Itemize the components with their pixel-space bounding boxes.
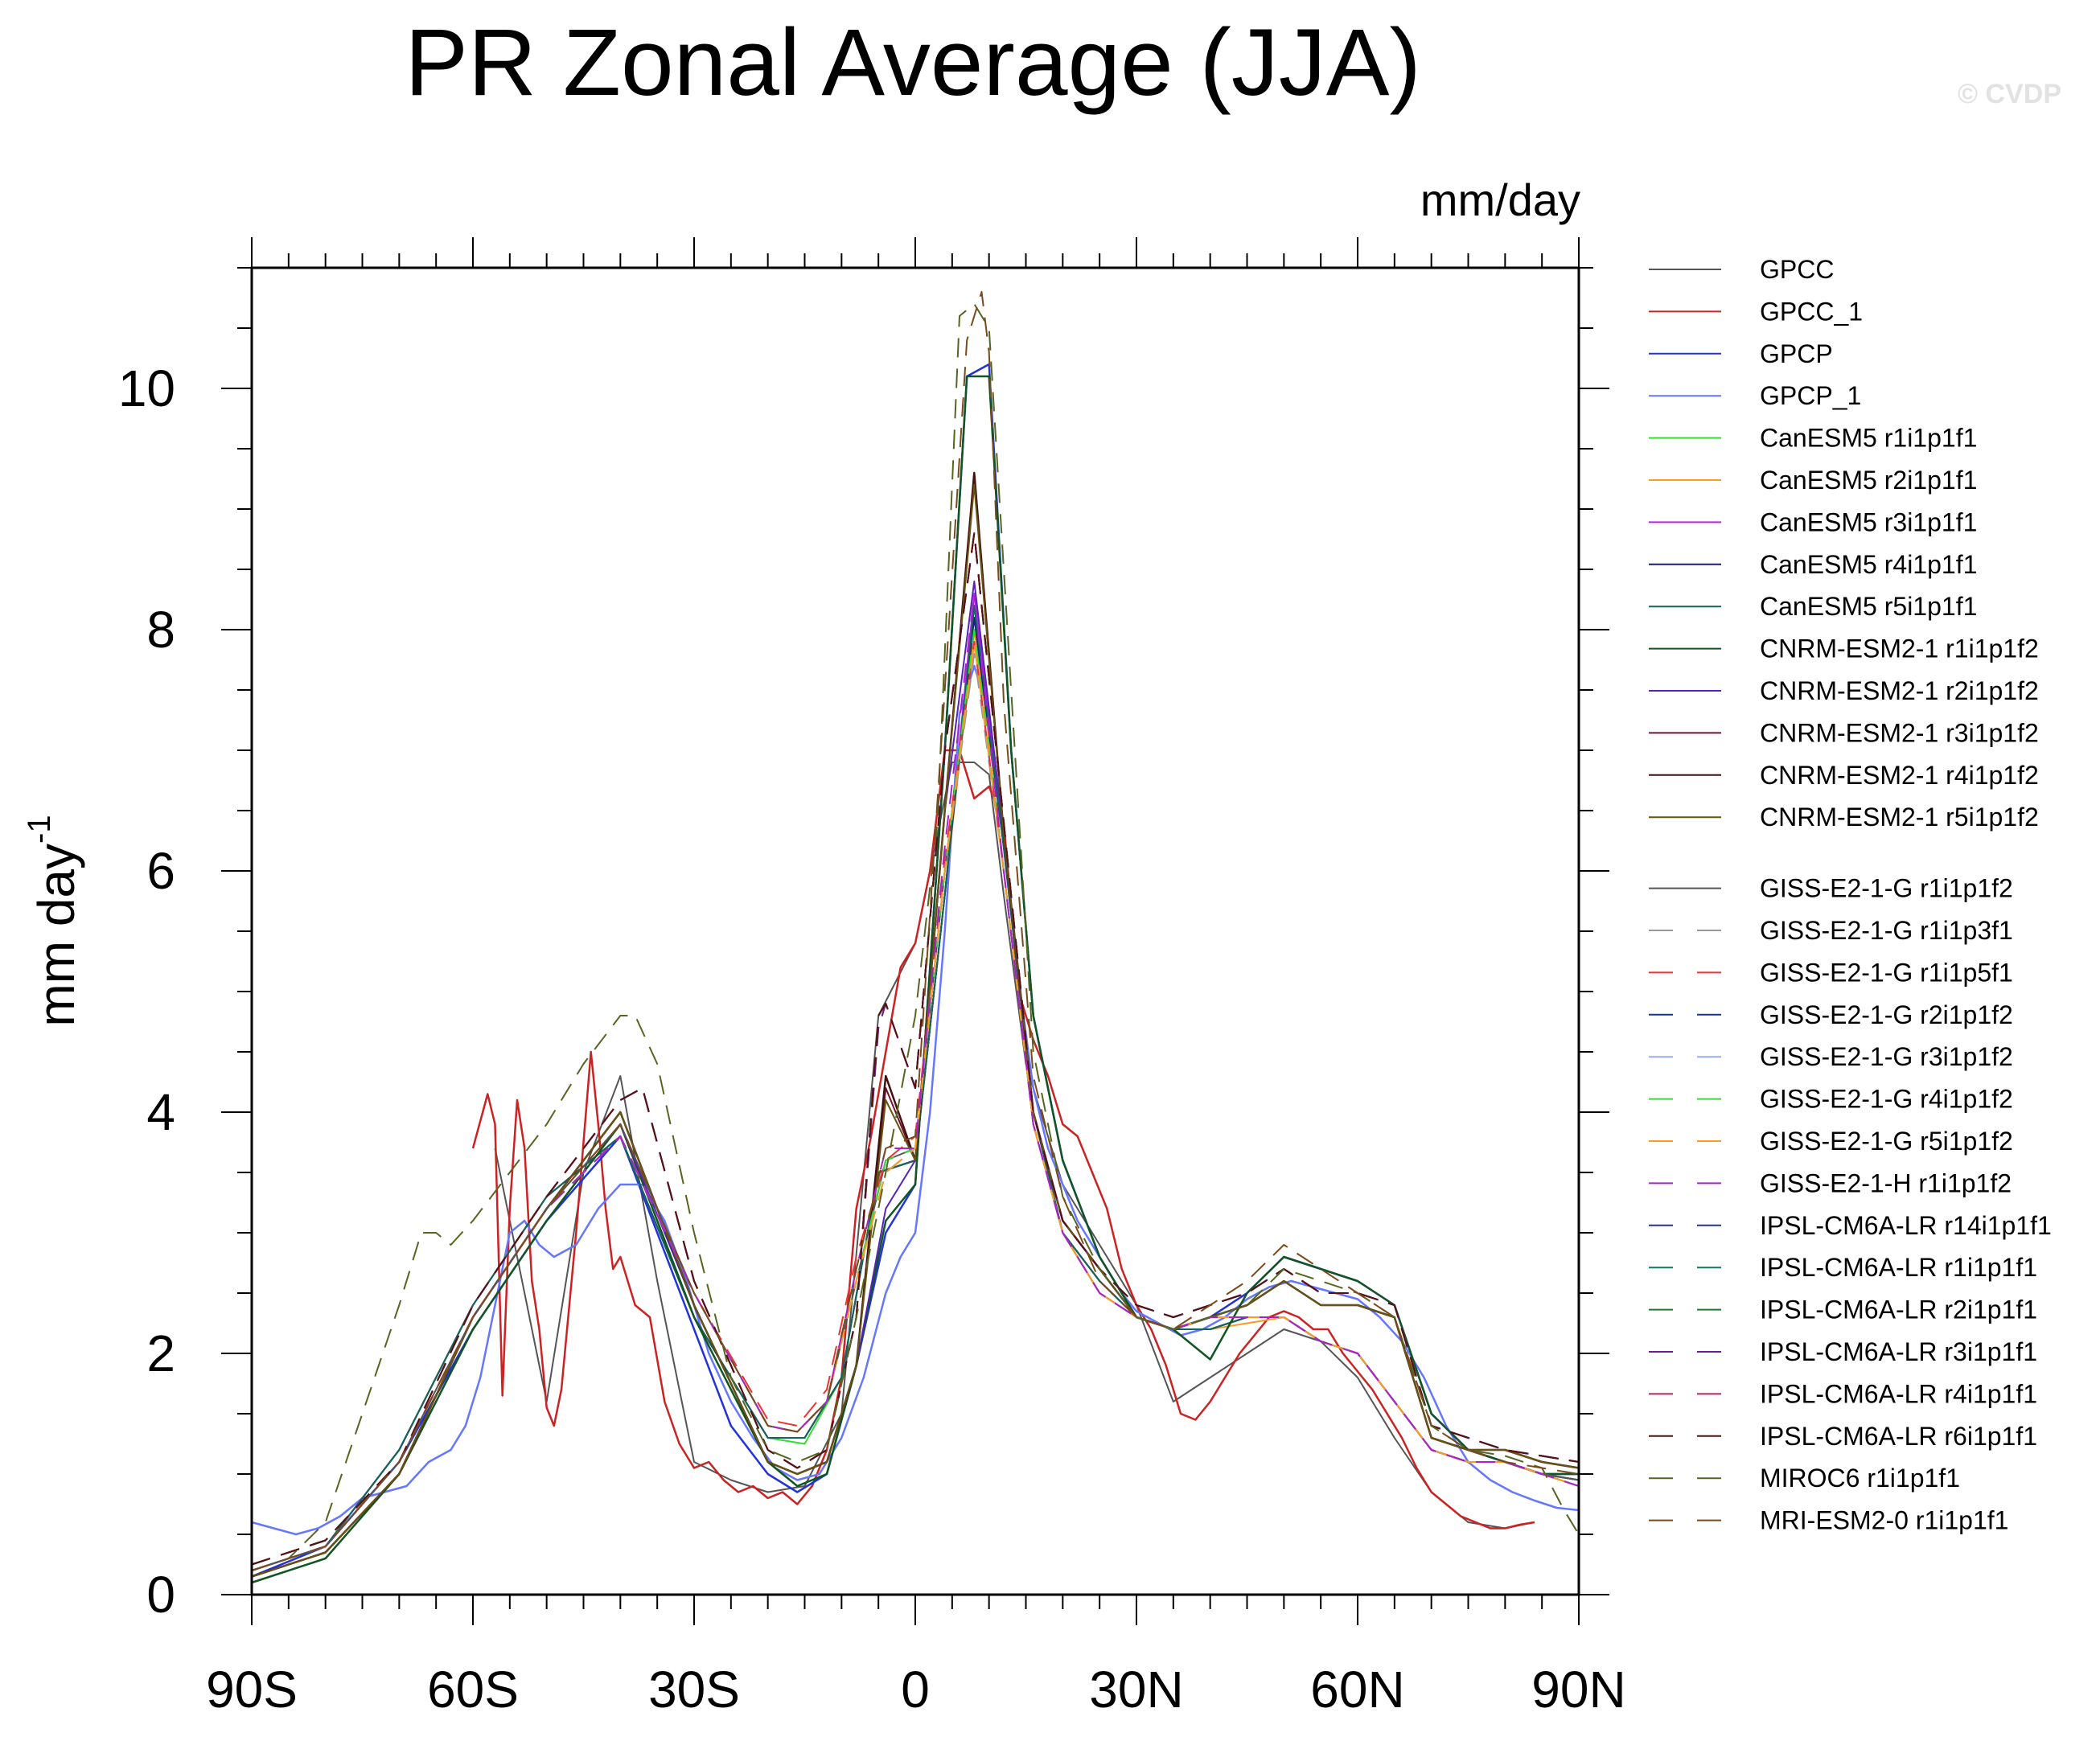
x-tick-label: 30N: [1089, 1661, 1183, 1718]
y-tick-label: 6: [146, 842, 175, 900]
series-line-ipsl-cm6a-lr-r2i1p1f1: [251, 532, 1580, 1566]
legend-label-ipsl-cm6a-lr-r1i1p1f1: IPSL-CM6A-LR r1i1p1f1: [1760, 1253, 2037, 1282]
series-line-gpcc: [494, 762, 1535, 1530]
series-line-giss-e2-1-g-r2i1p1f2: [251, 629, 1580, 1571]
series-line-ipsl-cm6a-lr-r4i1p1f1: [251, 532, 1580, 1566]
y-tick-label: 2: [146, 1324, 175, 1382]
x-tick-label: 60N: [1310, 1661, 1404, 1718]
legend: GPCC GPCC_1 GPCP GPCP_1 CanESM5 r1i1p1f1 CanE…: [1649, 255, 2052, 1535]
series-line-cnrm-esm2-1-r2i1p1f2: [251, 581, 1580, 1578]
y-axis-label-base: mm day: [27, 844, 85, 1027]
legend-label-canesm5-r3i1p1f1: CanESM5 r3i1p1f1: [1760, 507, 1977, 536]
y-axis-label-exponent: -1: [22, 815, 57, 844]
y-tick-label: 0: [146, 1566, 175, 1624]
legend-label-canesm5-r5i1p1f1: CanESM5 r5i1p1f1: [1760, 592, 1977, 621]
series-line-ipsl-cm6a-lr-r1i1p1f1: [251, 532, 1580, 1566]
legend-label-giss-e2-1-g-r1i1p3f1: GISS-E2-1-G r1i1p3f1: [1760, 916, 2013, 945]
series-lines: [251, 291, 1580, 1584]
legend-label-gpcc: GPCC: [1760, 255, 1834, 284]
series-line-mri-esm2-0-r1i1p1f1: [251, 291, 1580, 1571]
chart-title: PR Zonal Average (JJA): [405, 10, 1421, 116]
legend-label-giss-e2-1-g-r1i1p1f2: GISS-E2-1-G r1i1p1f2: [1760, 874, 2013, 903]
series-line-giss-e2-1-g-r5i1p1f2: [251, 641, 1580, 1571]
legend-label-ipsl-cm6a-lr-r3i1p1f1: IPSL-CM6A-LR r3i1p1f1: [1760, 1337, 2037, 1366]
legend-label-canesm5-r4i1p1f1: CanESM5 r4i1p1f1: [1760, 550, 1977, 579]
legend-label-giss-e2-1-g-r5i1p1f2: GISS-E2-1-G r5i1p1f2: [1760, 1127, 2013, 1156]
legend-label-gpcc-1: GPCC_1: [1760, 297, 1863, 326]
legend-label-giss-e2-1-h-r1i1p1f2: GISS-E2-1-H r1i1p1f2: [1760, 1168, 2012, 1197]
legend-label-cnrm-esm2-1-r5i1p1f2: CNRM-ESM2-1 r5i1p1f2: [1760, 803, 2039, 831]
legend-label-ipsl-cm6a-lr-r2i1p1f1: IPSL-CM6A-LR r2i1p1f1: [1760, 1295, 2037, 1324]
series-line-canesm5-r4i1p1f1: [251, 617, 1580, 1571]
series-line-gpcp: [251, 363, 1579, 1578]
series-line-cnrm-esm2-1-r4i1p1f2: [251, 471, 1580, 1578]
series-line-giss-e2-1-g-r4i1p1f2: [251, 629, 1580, 1571]
x-tick-label: 60S: [427, 1661, 519, 1718]
legend-label-canesm5-r1i1p1f1: CanESM5 r1i1p1f1: [1760, 424, 1977, 453]
y-tick-label: 8: [146, 601, 175, 659]
series-line-giss-e2-1-g-r3i1p1f2: [251, 641, 1580, 1571]
legend-label-gpcp: GPCP: [1760, 339, 1833, 368]
legend-label-gpcp-1: GPCP_1: [1760, 381, 1861, 410]
x-tick-label: 90S: [206, 1661, 298, 1718]
legend-label-cnrm-esm2-1-r2i1p1f2: CNRM-ESM2-1 r2i1p1f2: [1760, 676, 2039, 705]
series-line-miroc6-r1i1p1f1: [251, 303, 1580, 1571]
series-line-ipsl-cm6a-lr-r6i1p1f1: [251, 532, 1580, 1566]
series-line-ipsl-cm6a-lr-r14i1p1f1: [251, 532, 1580, 1566]
series-line-giss-e2-1-h-r1i1p1f2: [251, 593, 1580, 1571]
series-line-giss-e2-1-g-r1i1p1f2: [251, 641, 1580, 1571]
watermark: © CVDP: [1958, 79, 2061, 109]
legend-label-miroc6-r1i1p1f1: MIROC6 r1i1p1f1: [1760, 1464, 1960, 1493]
series-line-cnrm-esm2-1-r3i1p1f2: [251, 472, 1580, 1578]
legend-label-ipsl-cm6a-lr-r4i1p1f1: IPSL-CM6A-LR r4i1p1f1: [1760, 1379, 2037, 1408]
legend-label-cnrm-esm2-1-r4i1p1f2: CNRM-ESM2-1 r4i1p1f2: [1760, 761, 2039, 790]
axis-ticks: 90S 60S 30S 0 30N 60N 90N 0 2 4 6 8 10: [118, 237, 1626, 1718]
x-tick-label: 0: [901, 1661, 930, 1718]
legend-label-mri-esm2-0-r1i1p1f1: MRI-ESM2-0 r1i1p1f1: [1760, 1506, 2008, 1535]
series-line-ipsl-cm6a-lr-r3i1p1f1: [251, 532, 1580, 1566]
y-axis-label: mm day-1: [22, 815, 85, 1026]
series-line-giss-e2-1-g-r1i1p5f1: [251, 641, 1580, 1571]
legend-label-ipsl-cm6a-lr-r14i1p1f1: IPSL-CM6A-LR r14i1p1f1: [1760, 1211, 2052, 1240]
legend-label-giss-e2-1-g-r2i1p1f2: GISS-E2-1-G r2i1p1f2: [1760, 1000, 2013, 1029]
series-line-giss-e2-1-g-r1i1p3f1: [251, 653, 1580, 1571]
legend-label-giss-e2-1-g-r3i1p1f2: GISS-E2-1-G r3i1p1f2: [1760, 1042, 2013, 1071]
legend-label-giss-e2-1-g-r1i1p5f1: GISS-E2-1-G r1i1p5f1: [1760, 958, 2013, 987]
series-line-canesm5-r2i1p1f1: [251, 629, 1580, 1571]
legend-label-canesm5-r2i1p1f1: CanESM5 r2i1p1f1: [1760, 466, 1977, 495]
y-tick-label: 4: [146, 1083, 175, 1141]
x-tick-label: 30S: [648, 1661, 740, 1718]
legend-label-cnrm-esm2-1-r3i1p1f2: CNRM-ESM2-1 r3i1p1f2: [1760, 718, 2039, 747]
units-label: mm/day: [1420, 175, 1580, 225]
series-line-gpcp-1: [251, 664, 1580, 1536]
legend-label-giss-e2-1-g-r4i1p1f2: GISS-E2-1-G r4i1p1f2: [1760, 1085, 2013, 1114]
plot-frame: [250, 266, 1580, 1596]
y-tick-label: 10: [118, 359, 175, 417]
x-tick-label: 90N: [1531, 1661, 1625, 1718]
legend-label-cnrm-esm2-1-r1i1p1f2: CNRM-ESM2-1 r1i1p1f2: [1760, 634, 2039, 663]
legend-label-ipsl-cm6a-lr-r6i1p1f1: IPSL-CM6A-LR r6i1p1f1: [1760, 1422, 2037, 1451]
